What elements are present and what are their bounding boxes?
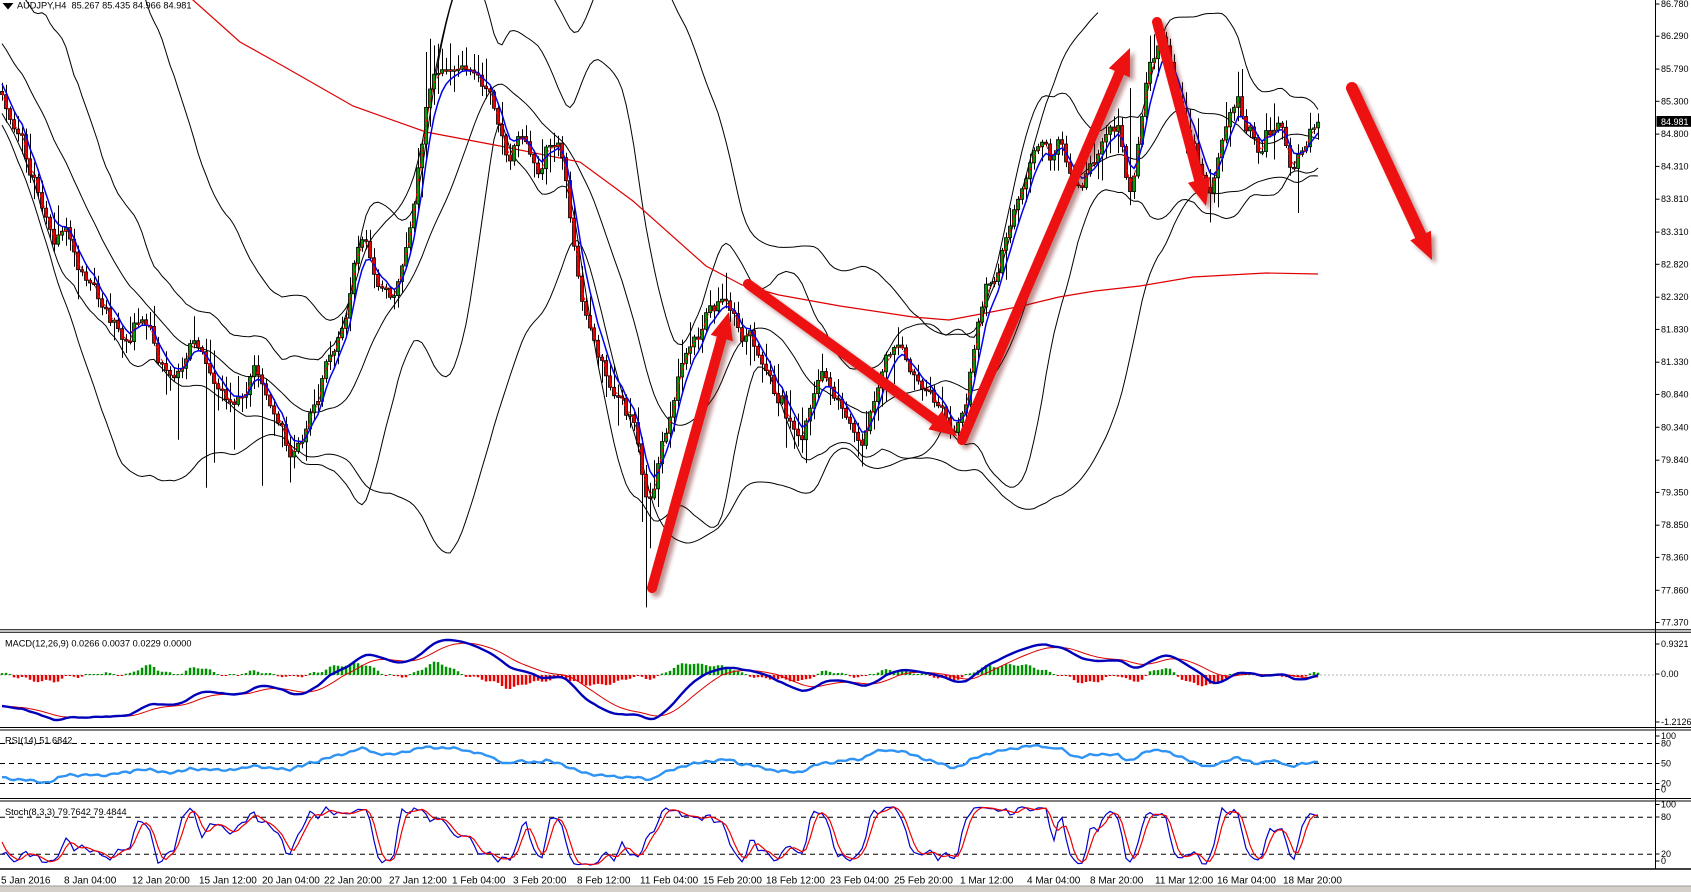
svg-text:80.340: 80.340 [1661,422,1689,432]
svg-text:20 Jan 04:00: 20 Jan 04:00 [262,876,320,887]
svg-text:82.320: 82.320 [1661,292,1689,302]
svg-text:80: 80 [1661,812,1671,822]
svg-text:18 Feb 12:00: 18 Feb 12:00 [766,876,825,887]
svg-text:11 Mar 12:00: 11 Mar 12:00 [1155,876,1214,887]
svg-text:84.800: 84.800 [1661,129,1689,139]
svg-text:1 Mar 12:00: 1 Mar 12:00 [960,876,1014,887]
svg-text:85.790: 85.790 [1661,64,1689,74]
svg-text:82.820: 82.820 [1661,259,1689,269]
svg-text:77.370: 77.370 [1661,618,1689,628]
svg-text:78.360: 78.360 [1661,552,1689,562]
svg-text:8 Jan 04:00: 8 Jan 04:00 [64,876,117,887]
svg-text:84.310: 84.310 [1661,161,1689,171]
svg-text:11 Feb 04:00: 11 Feb 04:00 [640,876,699,887]
svg-text:86.290: 86.290 [1661,31,1689,41]
svg-text:8 Mar 20:00: 8 Mar 20:00 [1090,876,1144,887]
svg-text:15 Feb 20:00: 15 Feb 20:00 [703,876,762,887]
svg-text:Stoch(8,3,3) 79.7642 79.4844: Stoch(8,3,3) 79.7642 79.4844 [5,807,127,817]
svg-text:81.830: 81.830 [1661,324,1689,334]
svg-text:20: 20 [1661,849,1671,859]
svg-text:AUDJPY,H4 85.267 85.435 84.96: AUDJPY,H4 85.267 85.435 84.966 84.981 [17,1,192,11]
svg-text:0.00: 0.00 [1661,669,1679,679]
svg-text:18 Mar 20:00: 18 Mar 20:00 [1283,876,1342,887]
svg-text:20: 20 [1661,779,1671,789]
svg-text:12 Jan 20:00: 12 Jan 20:00 [132,876,190,887]
svg-text:23 Feb 04:00: 23 Feb 04:00 [830,876,889,887]
svg-text:27 Jan 12:00: 27 Jan 12:00 [389,876,447,887]
svg-text:-1.2126: -1.2126 [1661,717,1691,727]
svg-text:78.850: 78.850 [1661,520,1689,530]
svg-text:RSI(14) 51.6842: RSI(14) 51.6842 [5,736,72,746]
svg-text:86.780: 86.780 [1661,0,1689,9]
svg-text:84.981: 84.981 [1661,117,1689,127]
svg-text:83.310: 83.310 [1661,227,1689,237]
svg-text:0: 0 [1661,856,1666,866]
svg-text:80.840: 80.840 [1661,389,1689,399]
svg-text:81.330: 81.330 [1661,357,1689,367]
svg-text:79.840: 79.840 [1661,455,1689,465]
svg-text:80: 80 [1661,739,1671,749]
svg-text:77.860: 77.860 [1661,585,1689,595]
svg-text:8 Feb 12:00: 8 Feb 12:00 [577,876,631,887]
svg-text:0: 0 [1661,785,1666,795]
svg-text:15 Jan 12:00: 15 Jan 12:00 [199,876,257,887]
svg-text:50: 50 [1661,759,1671,769]
svg-text:100: 100 [1661,731,1676,741]
svg-text:22 Jan 20:00: 22 Jan 20:00 [324,876,382,887]
svg-text:100: 100 [1661,800,1676,810]
svg-text:16 Mar 04:00: 16 Mar 04:00 [1217,876,1276,887]
svg-text:79.350: 79.350 [1661,487,1689,497]
svg-text:5 Jan 2016: 5 Jan 2016 [1,876,51,887]
svg-text:85.300: 85.300 [1661,96,1689,106]
svg-text:3 Feb 20:00: 3 Feb 20:00 [513,876,567,887]
svg-text:1 Feb 04:00: 1 Feb 04:00 [452,876,506,887]
svg-text:83.810: 83.810 [1661,194,1689,204]
svg-text:0.9321: 0.9321 [1661,639,1689,649]
svg-text:25 Feb 20:00: 25 Feb 20:00 [894,876,953,887]
svg-text:4 Mar 04:00: 4 Mar 04:00 [1027,876,1081,887]
svg-text:MACD(12,26,9) 0.0266 0.0037 0.: MACD(12,26,9) 0.0266 0.0037 0.0229 0.000… [5,639,191,649]
